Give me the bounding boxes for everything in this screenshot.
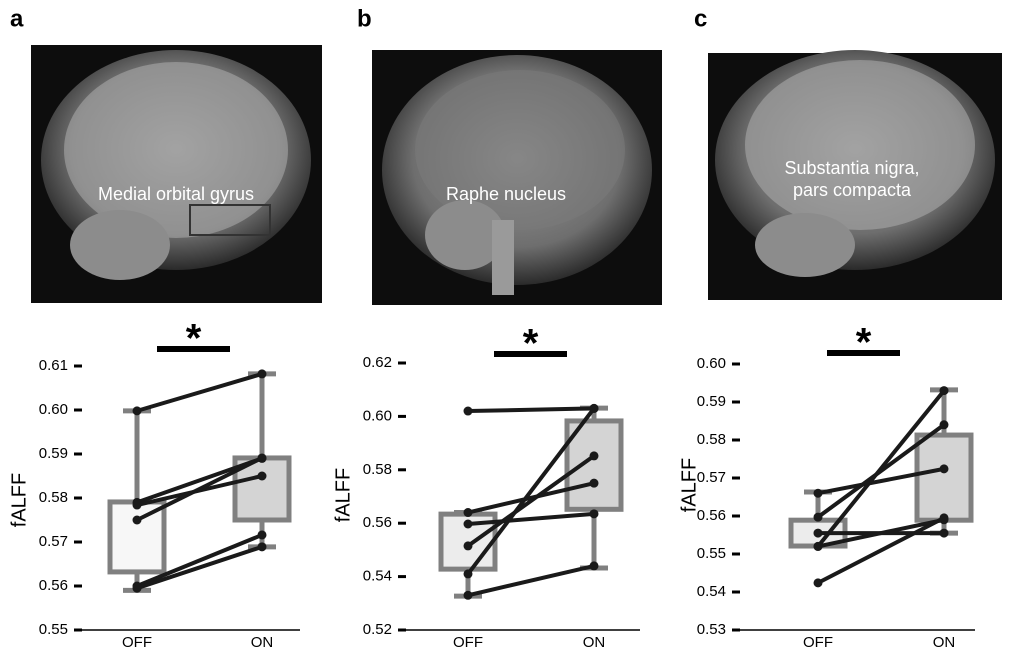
paired-line [467, 481, 595, 515]
box [914, 432, 974, 523]
y-tick-label: 0.54 [363, 568, 392, 585]
region-label: pars compacta [793, 180, 912, 200]
subject-point [463, 406, 473, 416]
subject-point [939, 420, 949, 430]
y-tick-label: 0.55 [697, 545, 726, 562]
brain-image-a [31, 45, 322, 303]
region-label: Medial orbital gyrus [98, 184, 254, 204]
paired-line [467, 406, 595, 414]
paired-line [136, 533, 263, 588]
x-tick-label: ON [933, 634, 956, 651]
brain-image-b [372, 50, 662, 305]
subject-point [813, 488, 823, 498]
subject-point [813, 578, 823, 588]
subject-point [257, 453, 267, 463]
paired-line [467, 511, 595, 526]
subject-point [132, 406, 142, 416]
y-tick-label: 0.57 [39, 533, 68, 550]
subject-point [257, 369, 267, 379]
subject-point [132, 515, 142, 525]
x-tick-label: OFF [803, 634, 833, 651]
region-label: Substantia nigra, [784, 158, 919, 178]
region-label: Raphe nucleus [446, 184, 566, 204]
y-tick-label: 0.56 [697, 507, 726, 524]
y-tick-label: 0.56 [363, 514, 392, 531]
subject-point [463, 541, 473, 551]
subject-point [589, 561, 599, 571]
y-tick-label: 0.54 [697, 583, 726, 600]
paired-line [817, 517, 945, 549]
subject-point [463, 508, 473, 518]
paired-line [136, 474, 263, 507]
paired-line [466, 407, 596, 576]
subject-point [939, 515, 949, 525]
subject-point [813, 512, 823, 522]
y-tick-label: 0.60 [363, 407, 392, 424]
y-axis-label: fALFF [678, 458, 700, 512]
subject-point [813, 528, 823, 538]
y-tick-label: 0.61 [39, 357, 68, 374]
subject-point [463, 569, 473, 579]
subject-point [589, 478, 599, 488]
y-tick-label: 0.58 [697, 431, 726, 448]
y-tick-label: 0.59 [697, 393, 726, 410]
panel-letter: a [10, 5, 24, 32]
subject-point [132, 583, 142, 593]
subject-point [463, 519, 473, 529]
y-axis-label: fALFF [332, 468, 354, 522]
subject-point [589, 451, 599, 461]
subject-point [463, 590, 473, 600]
y-tick-label: 0.55 [39, 621, 68, 638]
subject-point [939, 464, 949, 474]
y-tick-label: 0.53 [697, 621, 726, 638]
y-axis-label: fALFF [8, 473, 30, 527]
panel-letter: c [694, 5, 707, 32]
subject-point [589, 403, 599, 413]
paired-line [817, 466, 945, 496]
significance-star: * [523, 322, 539, 366]
x-tick-label: OFF [122, 634, 152, 651]
y-tick-label: 0.62 [363, 354, 392, 371]
paired-line [467, 563, 595, 598]
significance-star: * [186, 317, 202, 361]
y-tick-label: 0.58 [363, 461, 392, 478]
brain-image-c [708, 50, 1002, 300]
y-tick-label: 0.58 [39, 489, 68, 506]
subject-point [257, 542, 267, 552]
significance-star: * [856, 321, 872, 365]
y-tick-label: 0.52 [363, 621, 392, 638]
paired-line [136, 544, 263, 591]
paired-line [817, 516, 945, 585]
y-tick-label: 0.60 [697, 355, 726, 372]
subject-point [813, 541, 823, 551]
subject-point [939, 528, 949, 538]
box [232, 455, 292, 523]
y-tick-label: 0.59 [39, 445, 68, 462]
y-tick-label: 0.56 [39, 577, 68, 594]
paired-line [816, 389, 946, 548]
x-tick-label: ON [251, 634, 274, 651]
paired-line [136, 456, 263, 505]
y-tick-label: 0.60 [39, 401, 68, 418]
subject-point [589, 509, 599, 519]
panel-letter: b [357, 5, 372, 32]
paired-line [136, 372, 263, 413]
box [564, 418, 624, 512]
paired-line [466, 454, 596, 548]
x-tick-label: OFF [453, 634, 483, 651]
subject-point [257, 530, 267, 540]
subject-point [132, 500, 142, 510]
y-tick-label: 0.57 [697, 469, 726, 486]
subject-point [257, 471, 267, 481]
subject-point [939, 386, 949, 396]
x-tick-label: ON [583, 634, 606, 651]
